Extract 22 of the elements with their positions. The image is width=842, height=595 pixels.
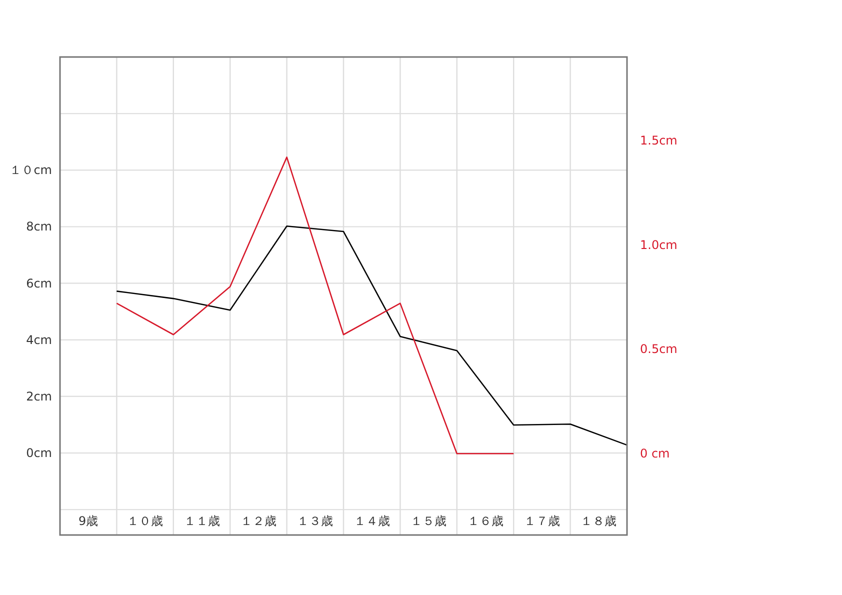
y2-tick-label: 0.5cm <box>640 342 678 356</box>
x-tick-label: １４歳 <box>354 514 390 528</box>
x-tick-label: １５歳 <box>410 514 447 528</box>
x-tick-label: 9歳 <box>78 514 98 528</box>
y-tick-label: 8cm <box>26 220 52 234</box>
y-tick-label: 4cm <box>26 332 52 347</box>
y-tick-label: 0cm <box>26 446 52 460</box>
x-tick-label: １７歳 <box>524 514 560 528</box>
y-tick-label: 2cm <box>26 389 52 404</box>
y-tick-label: １０cm <box>10 163 52 178</box>
line-series <box>116 156 514 454</box>
x-tick-label: １３歳 <box>297 514 334 528</box>
x-tick-label: １２歳 <box>240 514 276 528</box>
y2-tick-label: 1.0cm <box>640 238 678 252</box>
line-series <box>116 225 628 446</box>
y2-tick-label: 1.5cm <box>640 133 678 148</box>
y2-tick-label: 0 cm <box>640 446 670 461</box>
x-tick-label: １０歳 <box>127 514 164 528</box>
x-tick-label: １８歳 <box>580 514 617 528</box>
x-tick-label: １６歳 <box>467 514 504 528</box>
y-tick-label: 6cm <box>26 276 52 290</box>
x-tick-label: １１歳 <box>184 514 220 528</box>
